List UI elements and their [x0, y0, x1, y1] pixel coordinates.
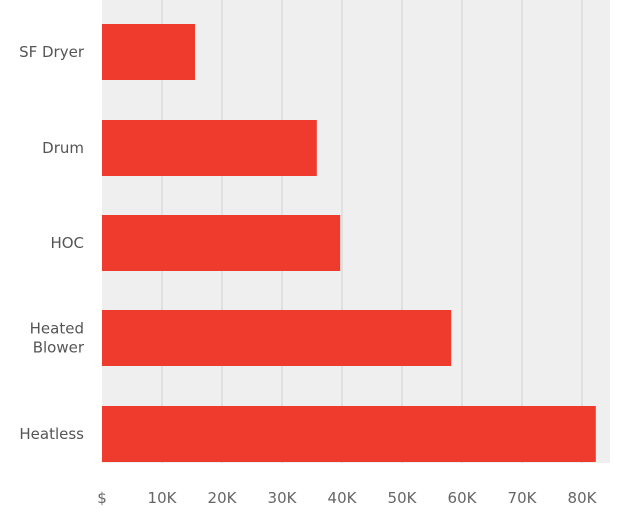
x-tick-label: $	[97, 489, 107, 507]
category-label-line: Heatless	[19, 425, 84, 443]
bar	[102, 120, 317, 176]
category-label: HOC	[50, 234, 84, 252]
bar	[102, 406, 596, 462]
category-label: SF Dryer	[19, 43, 85, 61]
x-tick-label: 80K	[568, 489, 598, 507]
bar	[102, 215, 341, 271]
category-label-line: Heated	[30, 320, 84, 338]
x-tick-label: 70K	[508, 489, 538, 507]
bar	[102, 310, 452, 366]
x-tick-label: 30K	[268, 489, 298, 507]
x-tick-label: 20K	[208, 489, 238, 507]
x-tick-label: 40K	[328, 489, 358, 507]
x-tick-label: 60K	[448, 489, 478, 507]
category-label-line: Drum	[42, 139, 84, 157]
bar	[102, 24, 195, 80]
category-label-line: Blower	[33, 339, 85, 357]
x-tick-label: 10K	[148, 489, 178, 507]
category-label: Heatless	[19, 425, 84, 443]
category-label-line: SF Dryer	[19, 43, 85, 61]
category-label-line: HOC	[50, 234, 84, 252]
category-label: Drum	[42, 139, 84, 157]
x-tick-label: 50K	[388, 489, 418, 507]
category-label: Heated Blower	[30, 320, 85, 357]
